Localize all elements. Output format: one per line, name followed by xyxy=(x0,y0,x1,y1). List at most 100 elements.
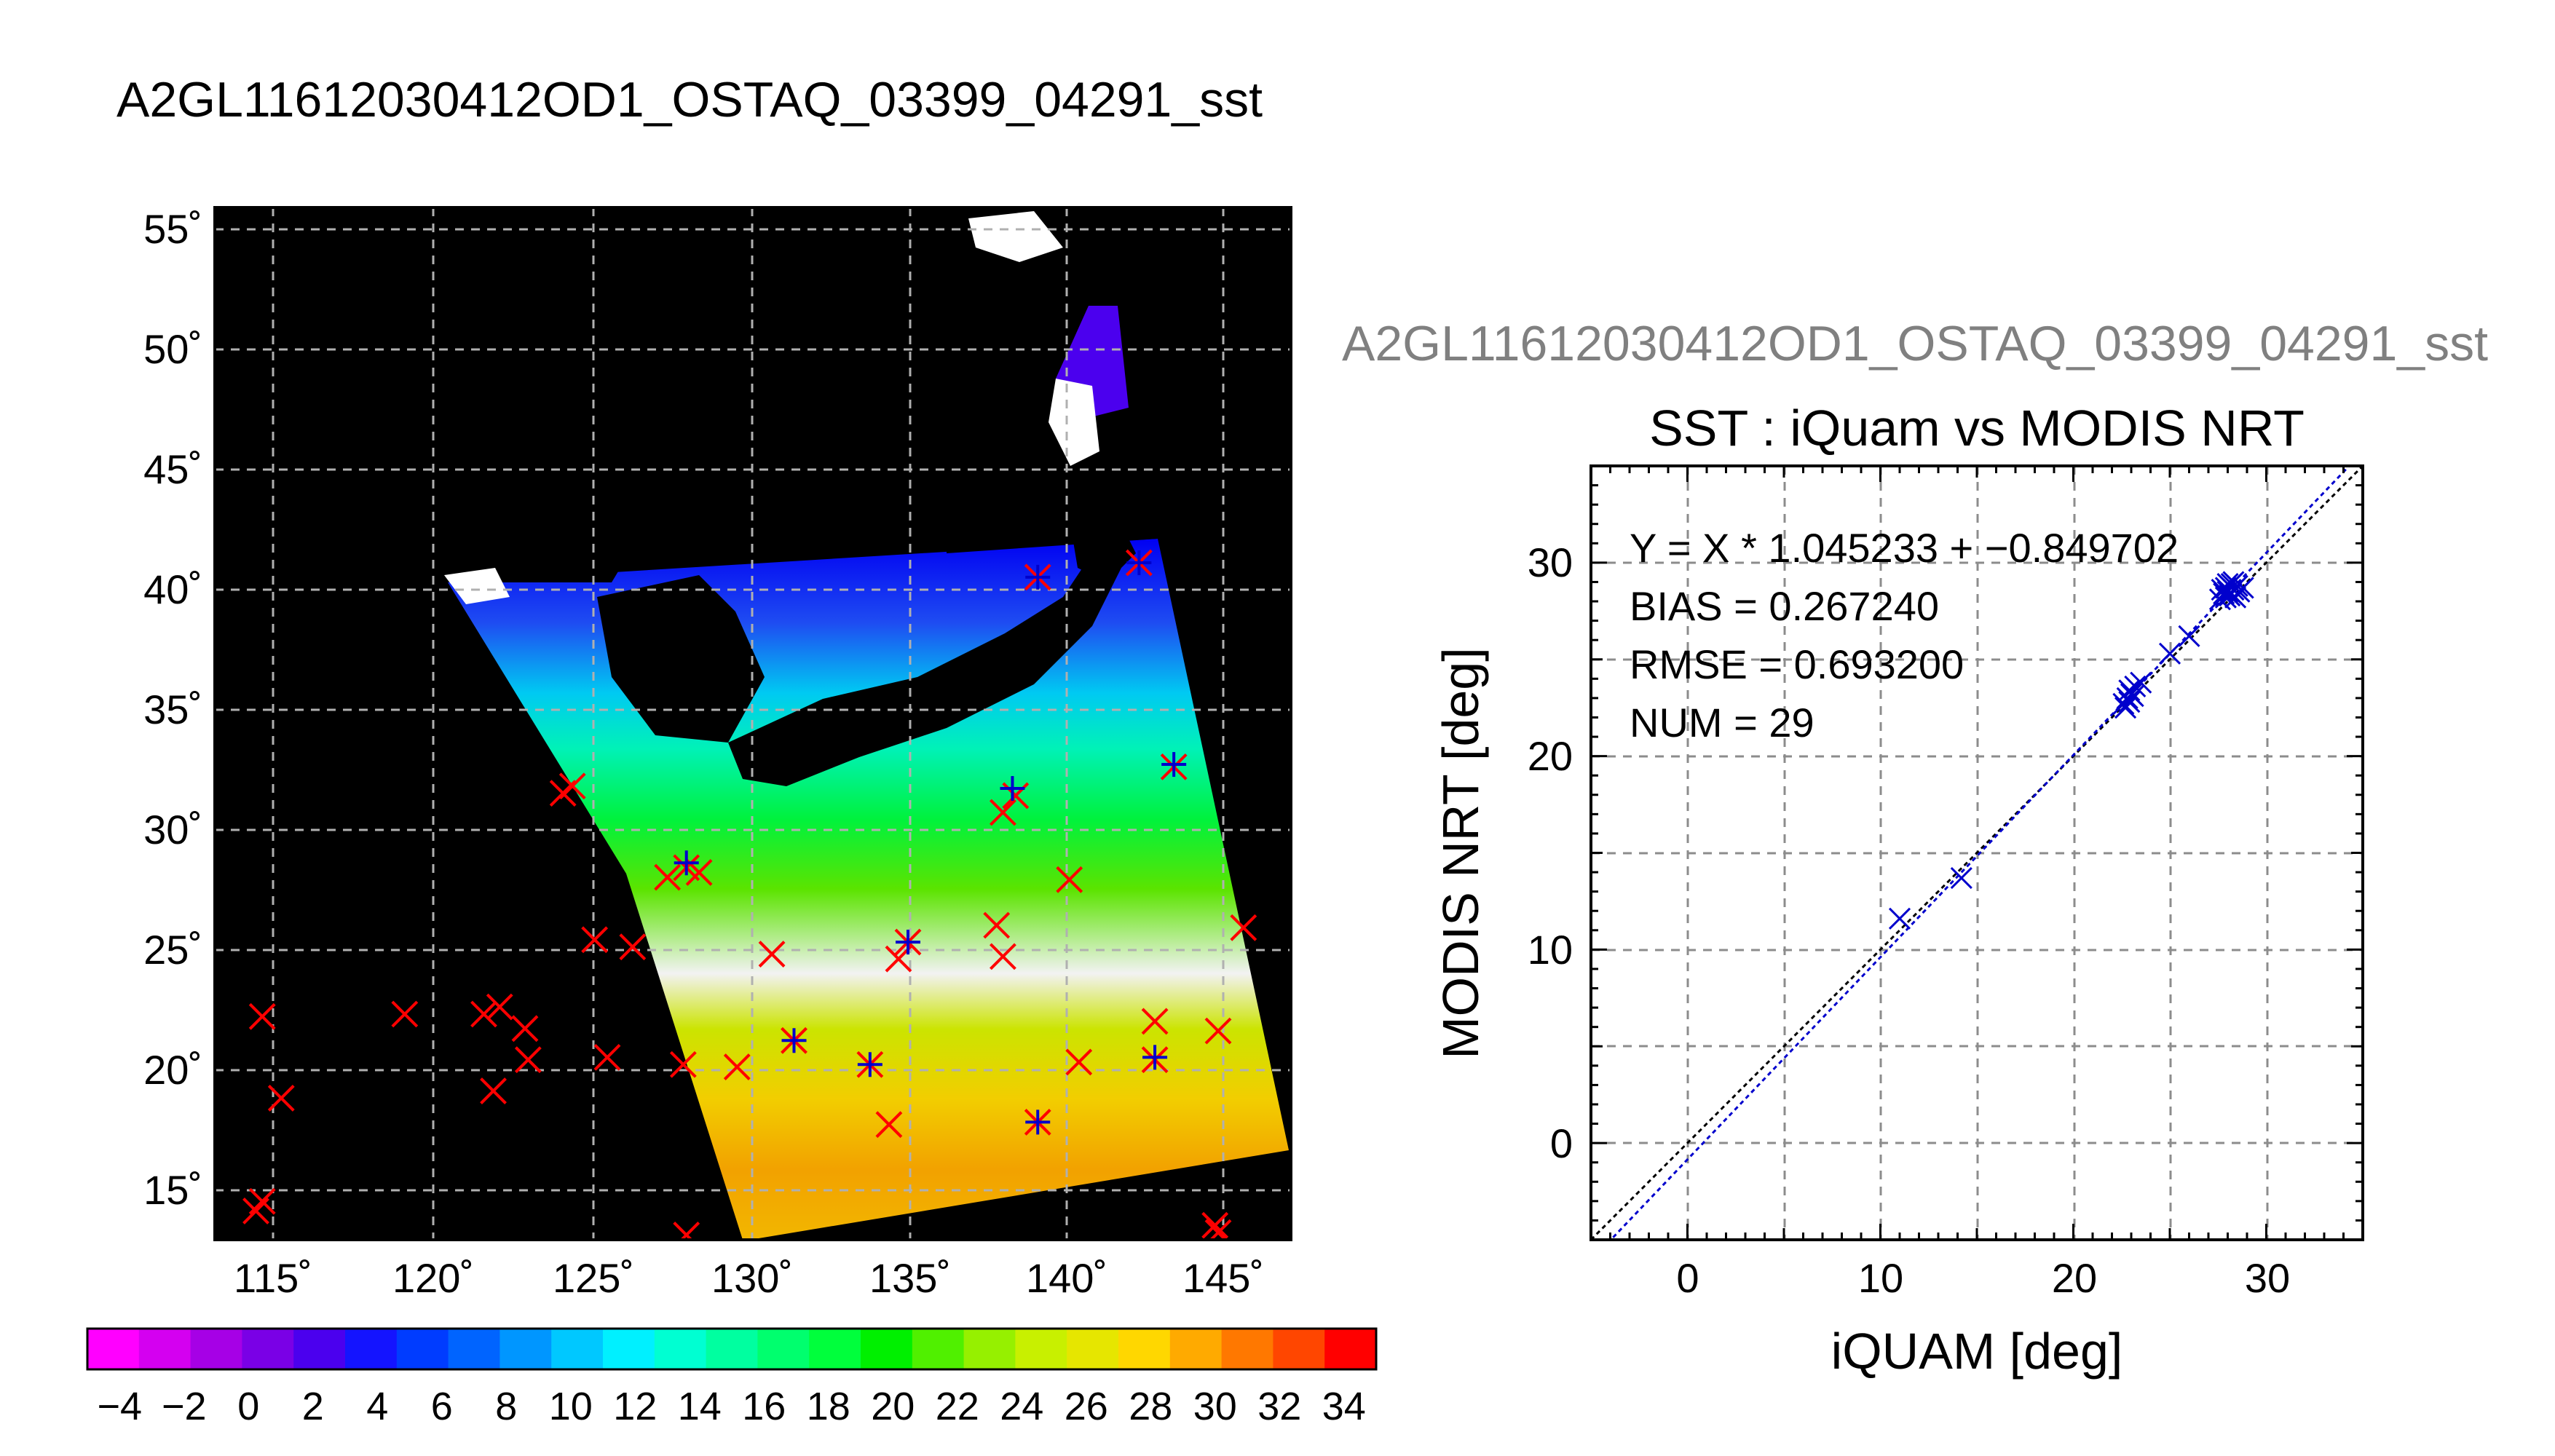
scatter-point xyxy=(1888,907,1911,930)
japan-landmass xyxy=(728,553,1121,786)
lon-tick-label: 145˚ xyxy=(1182,1255,1264,1301)
colorbar-cell xyxy=(1221,1329,1273,1369)
china-coast xyxy=(215,207,655,582)
iquam-marker xyxy=(990,799,1016,826)
iquam-marker xyxy=(1141,1008,1169,1035)
lat-tick-label: 50˚ xyxy=(143,326,202,372)
lon-tick-label: 140˚ xyxy=(1026,1255,1107,1301)
map-markers xyxy=(242,549,1257,1240)
y-tick-labels: 0 10 20 30 xyxy=(1528,539,1573,1166)
scatter-title: SST : iQuam vs MODIS NRT xyxy=(1649,400,2305,456)
map-frame xyxy=(213,206,1292,1241)
colorbar-cell xyxy=(138,1329,191,1369)
colorbar-cell xyxy=(87,1329,140,1369)
scatter-points xyxy=(1888,571,2254,930)
colorbar-cell xyxy=(242,1329,294,1369)
iquam-marker xyxy=(248,1002,276,1030)
iquam-marker xyxy=(514,1046,542,1074)
colorbar-label: 18 xyxy=(807,1385,850,1428)
colorbar: −4 −2 0 2 4 6 8 10 12 14 16 18 20 22 24 26 28 30 32 34 xyxy=(86,1327,1378,1428)
bias-stat: BIAS = 0.267240 xyxy=(1630,583,1939,629)
colorbar-cell xyxy=(603,1329,655,1369)
cloud-patch xyxy=(1049,379,1099,466)
colorbar-cell xyxy=(1324,1329,1377,1369)
iquam-marker xyxy=(267,1085,295,1112)
iquam-marker xyxy=(673,1221,700,1240)
lon-tick-label: 130˚ xyxy=(711,1255,793,1301)
colorbar-labels: −4 −2 0 2 4 6 8 10 12 14 16 18 20 22 24 26 28 30 32 34 xyxy=(97,1385,1365,1428)
y-tick-label: 20 xyxy=(1528,733,1573,779)
matchup-marker xyxy=(1161,752,1187,778)
hokkaido-landmass xyxy=(1070,510,1136,582)
colorbar-label: 22 xyxy=(936,1385,979,1428)
scatter-point xyxy=(2158,642,2181,665)
colorbar-cell xyxy=(448,1329,500,1369)
iquam-marker xyxy=(1230,914,1257,941)
lon-tick-label: 115˚ xyxy=(234,1255,312,1301)
scatter-point xyxy=(2114,697,2137,719)
colorbar-label: 24 xyxy=(1000,1385,1043,1428)
colorbar-cell xyxy=(190,1329,242,1369)
plot-grid xyxy=(1591,466,2363,1240)
iquam-marker xyxy=(581,926,609,954)
fit-equation: Y = X * 1.045233 + −0.849702 xyxy=(1630,525,2179,571)
matchup-marker xyxy=(1126,550,1152,576)
identity-line xyxy=(1591,466,2363,1240)
colorbar-label: 30 xyxy=(1193,1385,1237,1428)
colorbar-cell xyxy=(1067,1329,1119,1369)
colorbar-cell xyxy=(499,1329,552,1369)
x-axis-label: iQUAM [deg] xyxy=(1831,1323,2123,1380)
iquam-marker xyxy=(470,1000,497,1028)
sst-map xyxy=(213,206,1292,1241)
scatter-point xyxy=(2122,685,2144,708)
y-tick-label: 30 xyxy=(1528,539,1573,585)
swath-upper xyxy=(947,207,1158,553)
y-tick-label: 10 xyxy=(1528,927,1573,973)
lon-axis: 115˚ 120˚ 125˚ 130˚ 135˚ 140˚ 145˚ xyxy=(234,1255,1264,1301)
scatter-point xyxy=(2118,679,2141,702)
lon-tick-label: 135˚ xyxy=(869,1255,951,1301)
colorbar-cells xyxy=(87,1329,1377,1369)
x-tick-label: 30 xyxy=(2245,1255,2290,1301)
colorbar-cell xyxy=(809,1329,861,1369)
iquam-marker xyxy=(669,1051,697,1078)
colorbar-label: 2 xyxy=(302,1385,324,1428)
scatter-plot: Y = X * 1.045233 + −0.849702 BIAS = 0.26… xyxy=(1432,464,2364,1380)
scatter-point xyxy=(2118,691,2141,713)
iquam-marker xyxy=(1201,1211,1229,1239)
colorbar-label: 4 xyxy=(366,1385,388,1428)
colorbar-label: 12 xyxy=(613,1385,657,1428)
lat-axis: 55˚ 50˚ 45˚ 40˚ 35˚ 30˚ 25˚ 20˚ 15˚ xyxy=(143,206,202,1213)
lat-tick-label: 45˚ xyxy=(143,446,202,492)
colorbar-cell xyxy=(1169,1329,1223,1369)
iquam-marker xyxy=(1065,1048,1093,1076)
colorbar-frame xyxy=(86,1327,1378,1371)
lat-tick-label: 55˚ xyxy=(143,206,202,252)
scatter-point xyxy=(2178,625,2200,647)
colorbar-cell xyxy=(396,1329,449,1369)
iquam-marker xyxy=(486,993,513,1021)
colorbar-label: 0 xyxy=(237,1385,259,1428)
lat-tick-label: 20˚ xyxy=(143,1047,202,1093)
lat-tick-label: 30˚ xyxy=(143,807,202,852)
plot-frame xyxy=(1590,464,2364,1241)
lat-tick-label: 35˚ xyxy=(143,687,202,732)
matchup-marker xyxy=(1025,1109,1051,1135)
iquam-marker xyxy=(248,1187,276,1215)
colorbar-cell xyxy=(963,1329,1016,1369)
colorbar-label: 8 xyxy=(495,1385,517,1428)
scatter-point xyxy=(2124,675,2147,698)
stats-box: Y = X * 1.045233 + −0.849702 BIAS = 0.26… xyxy=(1630,525,2179,745)
iquam-marker xyxy=(391,1000,419,1028)
iquam-marker xyxy=(619,933,647,961)
colorbar-cell xyxy=(1118,1329,1171,1369)
rmse-stat: RMSE = 0.693200 xyxy=(1630,641,1964,687)
iquam-marker xyxy=(1056,866,1083,893)
scatter-point xyxy=(2130,671,2152,694)
lon-tick-label: 120˚ xyxy=(392,1255,474,1301)
num-stat: NUM = 29 xyxy=(1630,700,1814,745)
lon-tick-label: 125˚ xyxy=(553,1255,634,1301)
colorbar-label: 34 xyxy=(1322,1385,1366,1428)
iquam-marker xyxy=(654,863,682,891)
colorbar-label: 6 xyxy=(431,1385,453,1428)
